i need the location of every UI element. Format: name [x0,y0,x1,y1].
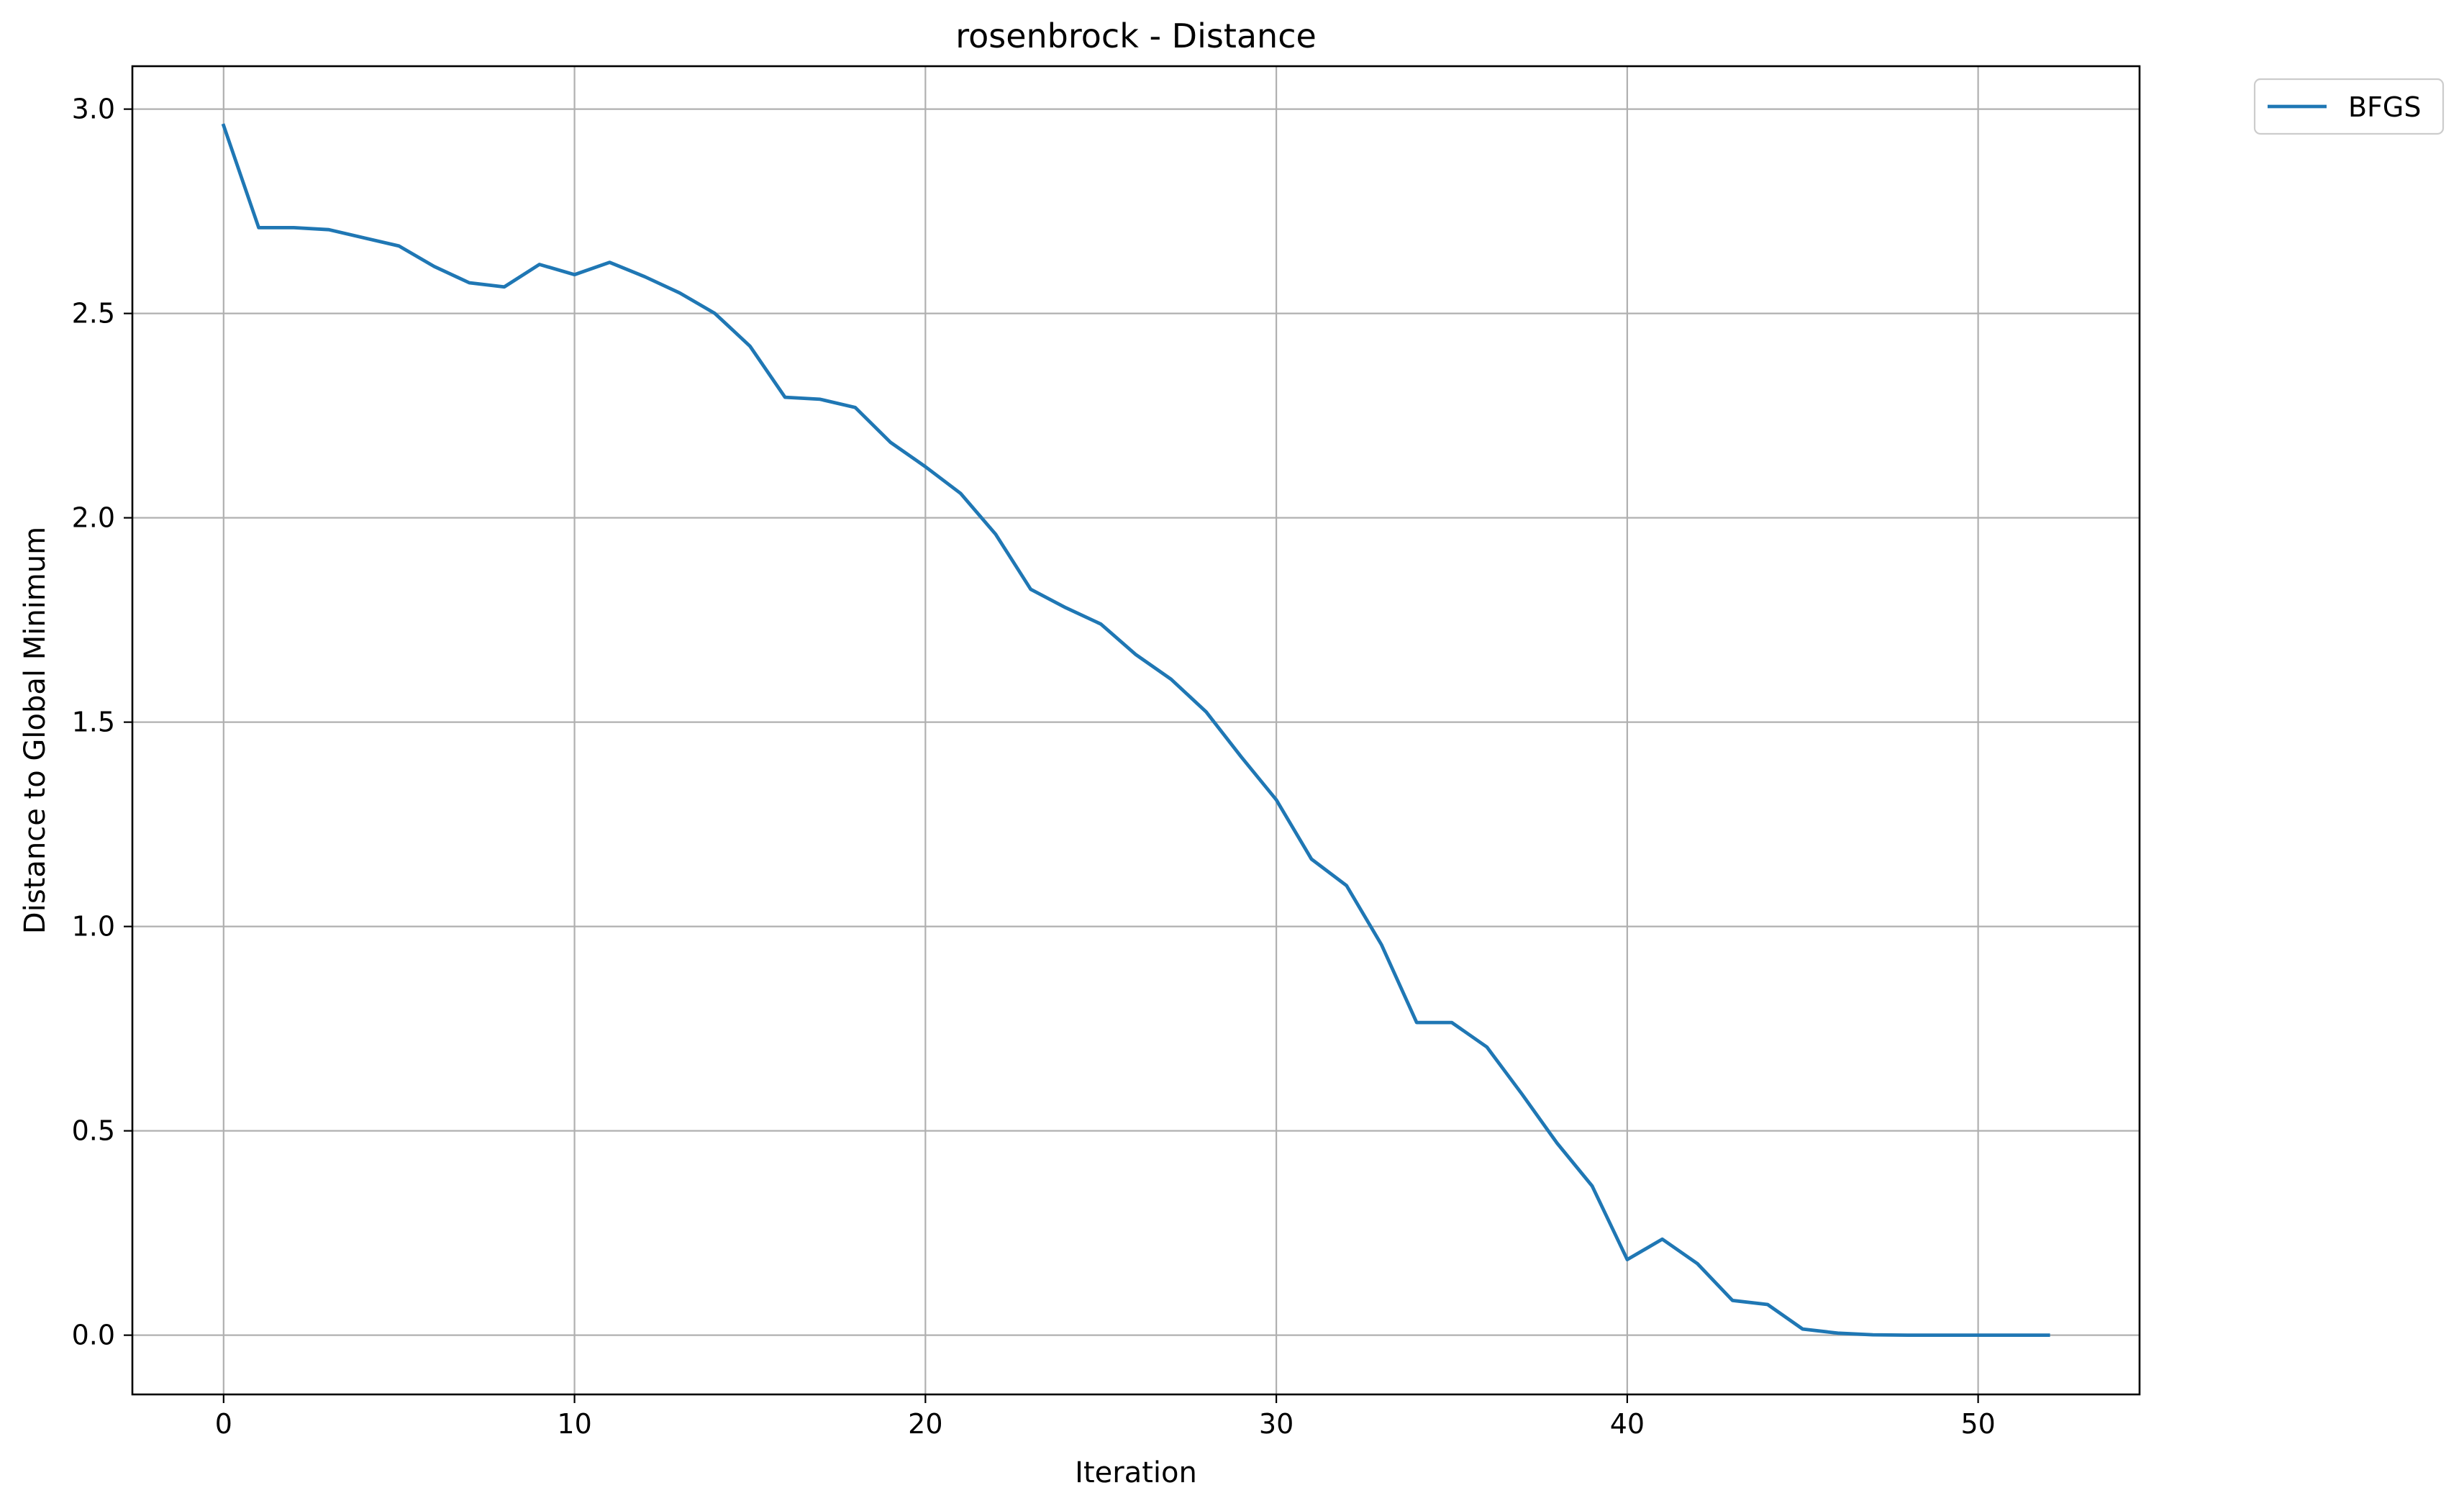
x-tick-label: 10 [557,1408,591,1440]
axis-ticks: 0 10 20 30 40 50 0.0 0.5 1.0 1.5 2.0 2.5 3.0 [72,94,1996,1440]
y-axis-label: Distance to Global Minimum [19,527,52,934]
y-tick-label: 3.0 [72,94,115,125]
legend-box [2253,78,2445,135]
y-tick-label: 1.0 [72,911,115,943]
x-tick-label: 30 [1259,1408,1294,1440]
legend-label: BFGS [2348,91,2422,123]
chart-title: rosenbrock - Distance [955,17,1317,55]
x-tick-label: 20 [908,1408,942,1440]
grid-lines [132,66,2140,1394]
series-line-bfgs [221,123,2050,1337]
plot-area-frame [131,65,2141,1396]
x-tick-label: 40 [1610,1408,1645,1440]
y-tick-label: 0.0 [72,1320,115,1351]
x-tick-label: 50 [1960,1408,1995,1440]
series-lines [221,123,2050,1337]
x-tick-label: 0 [215,1408,232,1440]
y-tick-label: 2.5 [72,298,115,330]
legend: BFGS [2253,78,2445,135]
y-tick-label: 2.0 [72,502,115,534]
x-axis-label: Iteration [1075,1456,1197,1489]
y-tick-label: 0.5 [72,1115,115,1147]
y-tick-label: 1.5 [72,707,115,738]
